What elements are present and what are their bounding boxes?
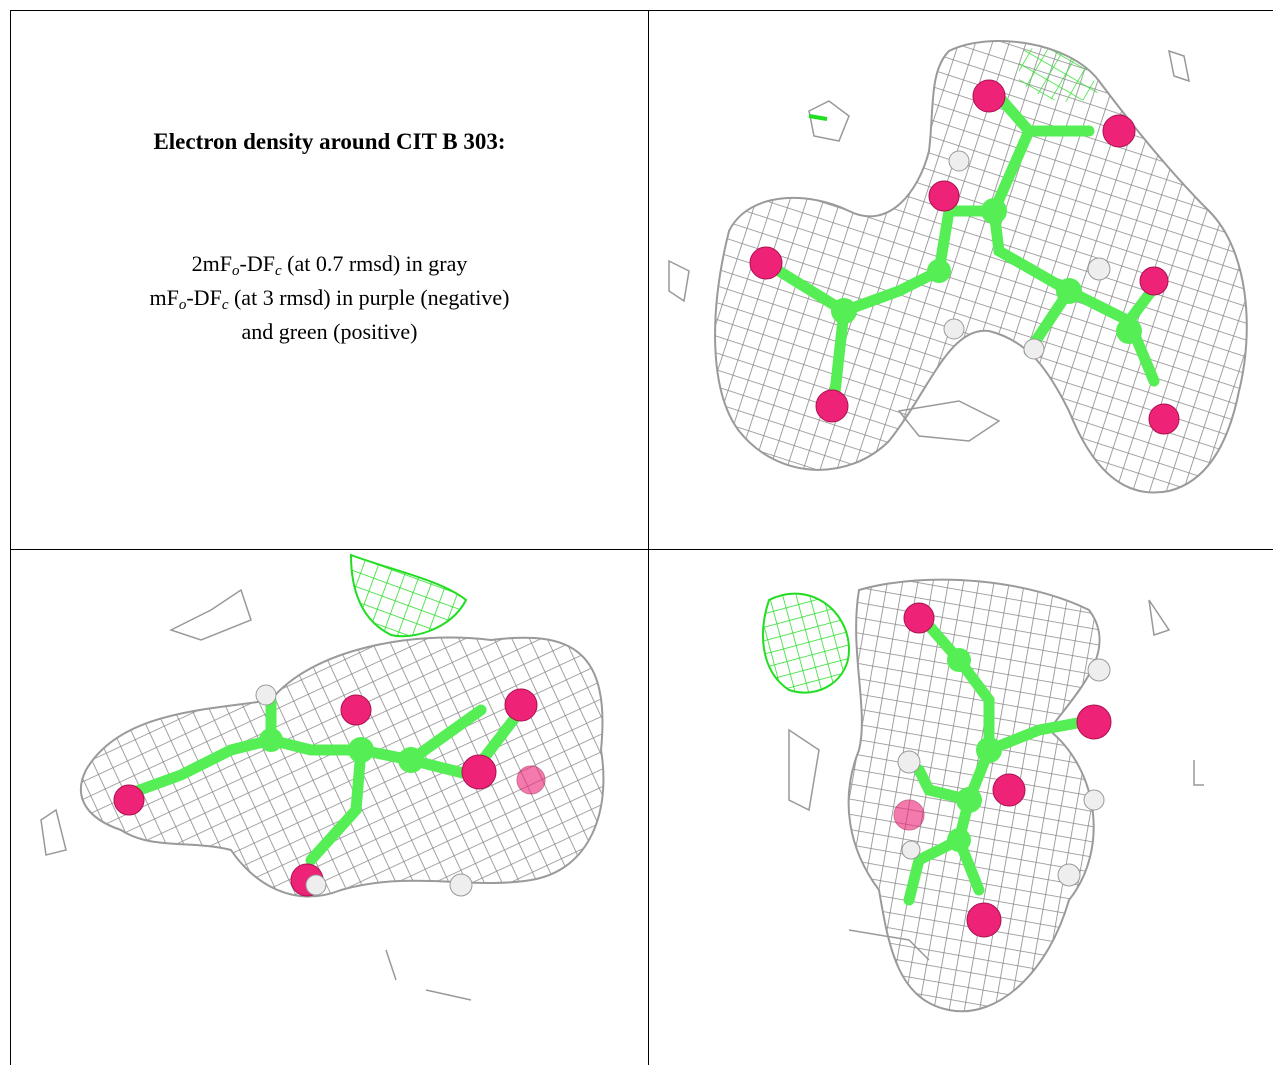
molecule-graphic [1058,864,1080,886]
molecule-graphic [348,737,374,763]
view-panel [649,10,1273,549]
molecule-graphic [904,603,934,633]
legend-line: mFo-DFc (at 3 rmsd) in purple (negative) [11,281,648,315]
molecule-graphic [341,695,371,725]
molecule-graphic [1149,404,1179,434]
molecule-graphic [505,689,537,721]
molecule-graphic [956,787,982,813]
molecule-graphic [517,766,545,794]
legend-text: -DF [240,251,275,276]
legend-text: (at 3 rmsd) in purple (negative) [228,285,509,310]
molecule-graphic [450,874,472,896]
molecule-graphic [259,728,283,752]
molecule-graphic [816,390,848,422]
molecule-graphic [902,841,920,859]
legend-line: 2mFo-DFc (at 0.7 rmsd) in gray [11,247,648,281]
legend-text: mF [150,285,179,310]
molecule-graphic [894,800,924,830]
molecule-graphic [947,828,971,852]
molecule-graphic [967,903,1001,937]
molecule-graphic [763,594,849,693]
molecule-graphic [1024,339,1044,359]
molecule-graphic [831,298,857,324]
density-view [11,550,649,1065]
legend-text: (at 0.7 rmsd) in gray [282,251,468,276]
molecule-graphic [949,151,969,171]
molecule-graphic [1056,278,1082,304]
view-panel [10,549,649,1065]
legend-text: 2mF [192,251,232,276]
molecule-graphic [256,685,276,705]
molecule-graphic [1088,258,1110,280]
page: {"title": "Electron density around CIT B… [0,0,1273,1065]
density-view [649,550,1273,1065]
molecule-graphic [809,116,827,119]
molecule-graphic [398,747,424,773]
legend-text: and green (positive) [242,319,418,344]
legend-text: -DF [186,285,221,310]
molecule-graphic [114,785,144,815]
molecule-graphic [1084,790,1104,810]
molecule-graphic [1088,659,1110,681]
molecule-graphic [462,755,496,789]
text-cell: Electron density around CIT B 303: 2mFo-… [10,10,649,549]
subscript: o [232,263,240,279]
molecule-graphic [1077,705,1111,739]
molecule-graphic [973,80,1005,112]
density-view [649,11,1273,549]
molecule-graphic [306,875,326,895]
molecule-graphic [976,737,1002,763]
molecule-graphic [981,198,1007,224]
molecule-graphic [1103,115,1135,147]
molecule-graphic [351,555,466,636]
molecule-graphic [1140,267,1168,295]
molecule-graphic [944,319,964,339]
legend-line: and green (positive) [11,315,648,349]
molecule-graphic [929,181,959,211]
molecule-graphic [947,648,971,672]
figure-title: Electron density around CIT B 303: [11,129,648,155]
molecule-graphic [750,247,782,279]
subscript: c [275,263,282,279]
molecule-graphic [898,751,920,773]
molecule-graphic [993,774,1025,806]
view-panel [649,549,1273,1065]
molecule-graphic [927,259,951,283]
molecule-graphic [1116,318,1142,344]
